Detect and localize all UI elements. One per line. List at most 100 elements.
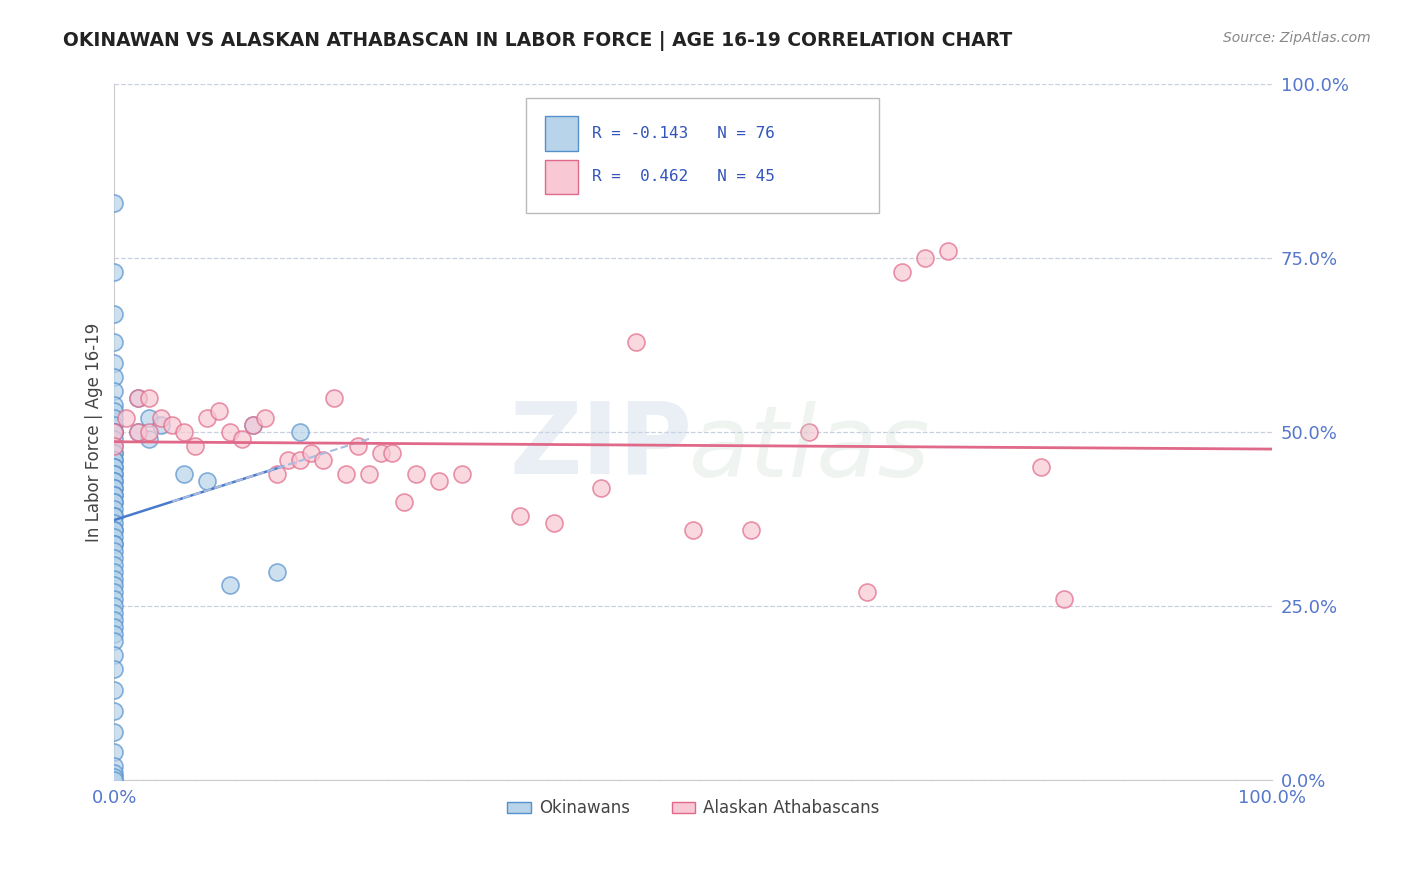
Point (103, 627, 125, 641)
Point (103, 453, 125, 467)
Point (195, 474, 218, 488)
Point (127, 391, 149, 405)
Point (103, 662, 125, 676)
Point (381, 446, 404, 460)
Point (103, 384, 125, 398)
Point (914, 252, 936, 266)
Point (103, 599, 125, 614)
Point (103, 578, 125, 592)
Point (103, 704, 125, 718)
Point (936, 244, 959, 259)
Point (103, 516, 125, 530)
Point (103, 613, 125, 627)
Point (799, 425, 821, 440)
Point (450, 467, 472, 482)
Point (149, 411, 172, 425)
Point (103, 481, 125, 495)
Point (103, 411, 125, 425)
Text: Source: ZipAtlas.com: Source: ZipAtlas.com (1223, 31, 1371, 45)
Point (103, 766, 125, 780)
Point (219, 425, 242, 440)
Point (103, 307, 125, 321)
Point (103, 495, 125, 509)
Point (103, 724, 125, 739)
Point (103, 433, 125, 447)
Point (195, 411, 218, 425)
Point (103, 523, 125, 537)
Point (266, 467, 288, 482)
Point (1029, 460, 1052, 475)
Point (543, 516, 565, 530)
Point (103, 369, 125, 384)
Point (103, 418, 125, 433)
Point (359, 467, 381, 482)
Point (173, 467, 195, 482)
Point (103, 508, 125, 523)
Point (103, 481, 125, 495)
Point (103, 265, 125, 279)
Point (103, 759, 125, 773)
Point (162, 418, 184, 433)
Text: atlas: atlas (689, 401, 929, 499)
Point (103, 558, 125, 572)
Point (103, 334, 125, 349)
Point (624, 334, 647, 349)
Point (103, 460, 125, 475)
Point (103, 537, 125, 551)
Point (103, 460, 125, 475)
Point (103, 425, 125, 440)
Point (103, 530, 125, 544)
Point (103, 439, 125, 453)
Point (242, 418, 264, 433)
Point (138, 411, 160, 425)
Point (253, 411, 276, 425)
Point (103, 773, 125, 788)
Point (103, 453, 125, 467)
Point (103, 398, 125, 412)
Text: OKINAWAN VS ALASKAN ATHABASCAN IN LABOR FORCE | AGE 16-19 CORRELATION CHART: OKINAWAN VS ALASKAN ATHABASCAN IN LABOR … (63, 31, 1012, 51)
Point (103, 572, 125, 586)
Point (346, 439, 368, 453)
Point (127, 391, 149, 405)
Point (103, 495, 125, 509)
Point (103, 746, 125, 760)
Point (509, 508, 531, 523)
Point (103, 537, 125, 551)
Y-axis label: In Labor Force | Age 16-19: In Labor Force | Age 16-19 (86, 323, 103, 542)
Point (103, 620, 125, 634)
Point (173, 425, 195, 440)
Legend: Okinawans, Alaskan Athabascans: Okinawans, Alaskan Athabascans (501, 793, 886, 824)
Point (427, 474, 450, 488)
Point (682, 523, 704, 537)
Point (103, 404, 125, 418)
Point (103, 523, 125, 537)
Point (103, 585, 125, 599)
Point (219, 578, 242, 592)
Point (103, 474, 125, 488)
Point (138, 433, 160, 447)
Point (103, 488, 125, 502)
Point (242, 418, 264, 433)
Point (589, 481, 612, 495)
Point (103, 467, 125, 482)
Point (149, 418, 172, 433)
Point (103, 682, 125, 697)
Point (103, 356, 125, 370)
Point (1053, 592, 1076, 607)
Point (138, 391, 160, 405)
Point (127, 425, 149, 440)
Point (103, 195, 125, 210)
Point (103, 467, 125, 482)
Point (392, 495, 415, 509)
Point (740, 523, 762, 537)
Point (405, 467, 427, 482)
Point (115, 411, 138, 425)
Point (103, 425, 125, 440)
Point (103, 508, 125, 523)
Text: R = -0.143   N = 76: R = -0.143 N = 76 (592, 126, 775, 141)
Point (266, 565, 288, 579)
Point (288, 425, 311, 440)
Text: R =  0.462   N = 45: R = 0.462 N = 45 (592, 169, 775, 185)
Point (184, 439, 207, 453)
Point (103, 550, 125, 565)
